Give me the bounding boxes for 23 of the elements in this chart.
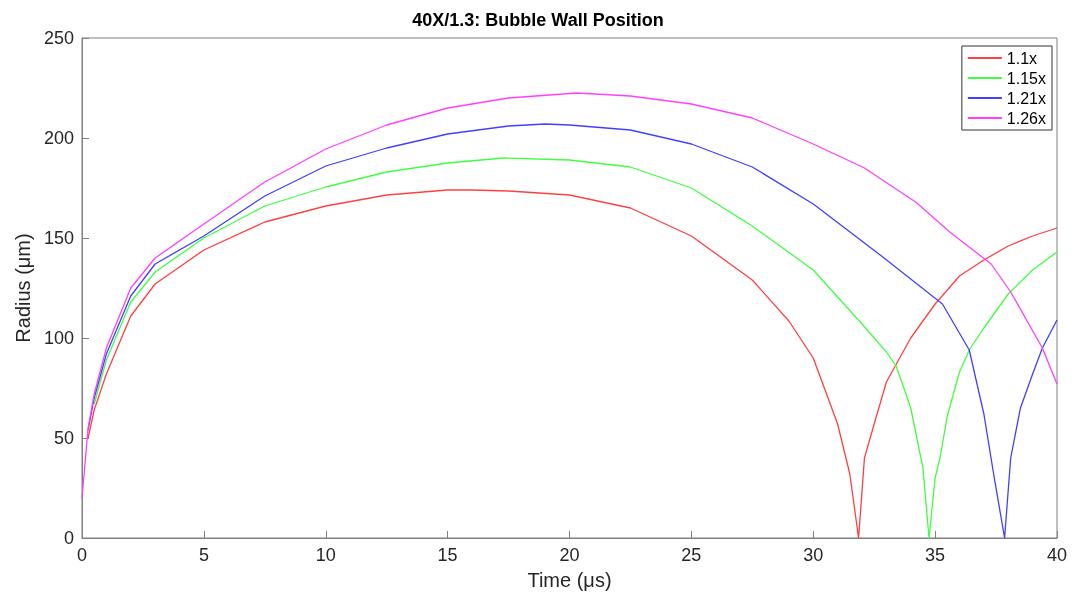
x-tick-label: 0	[76, 545, 88, 565]
y-tick-label: 200	[43, 128, 74, 148]
x-tick-label: 5	[198, 545, 209, 565]
y-axis-title: Radius (μm)	[12, 233, 35, 343]
y-tick-label: 50	[53, 428, 74, 448]
legend-label: 1.1x	[1006, 49, 1038, 67]
x-tick-label: 35	[925, 545, 946, 565]
y-tick-label: 250	[43, 28, 74, 48]
x-tick-label: 25	[681, 545, 702, 565]
y-tick-label: 100	[43, 328, 74, 348]
legend-label: 1.21x	[1006, 89, 1046, 107]
y-tick-label: 150	[43, 228, 74, 248]
x-tick-label: 20	[559, 545, 580, 565]
chart-title: 40X/1.3: Bubble Wall Position	[412, 10, 664, 30]
y-tick-label: 0	[63, 528, 74, 548]
x-tick-label: 10	[315, 545, 336, 565]
legend-label: 1.26x	[1006, 109, 1046, 127]
line-series	[81, 92, 1058, 499]
x-axis-title: Time (μs)	[527, 569, 612, 591]
x-tick-label: 30	[803, 545, 824, 565]
x-tick-label: 40	[1046, 545, 1068, 565]
x-tick-label: 15	[437, 545, 458, 565]
legend-label: 1.15x	[1006, 69, 1046, 87]
